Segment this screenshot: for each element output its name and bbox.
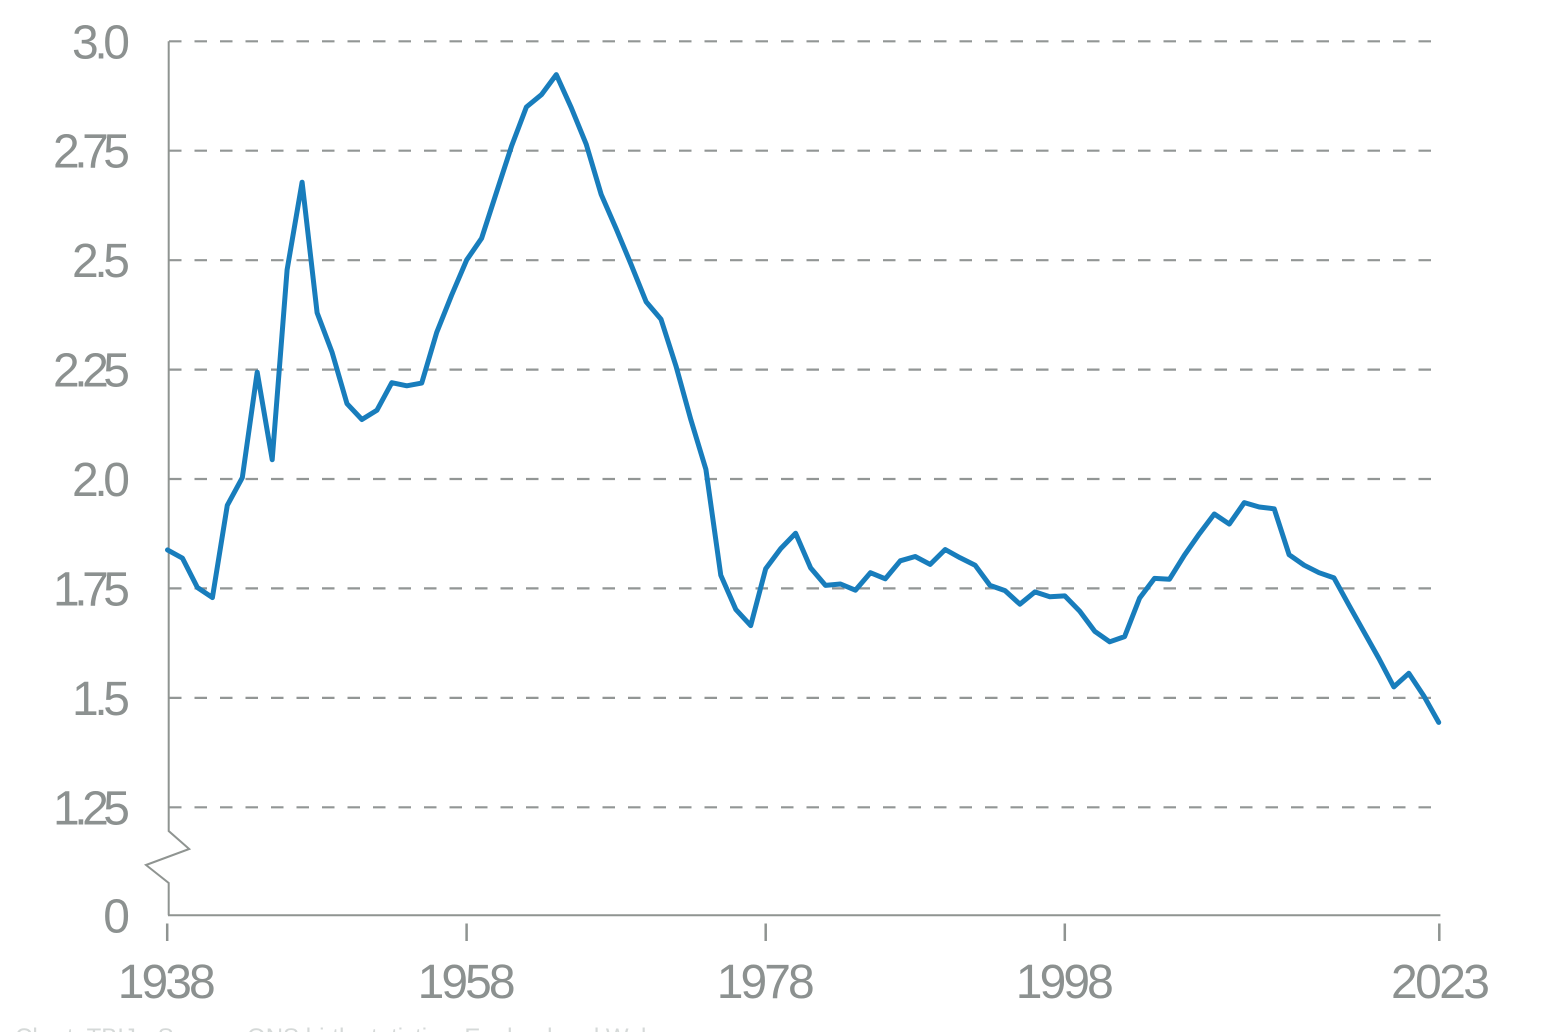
svg-text:2023: 2023 [1391,956,1490,1009]
svg-text:2.0: 2.0 [72,454,130,507]
svg-text:1978: 1978 [717,956,815,1009]
svg-text:1.75: 1.75 [53,563,130,616]
svg-text:1.5: 1.5 [72,673,130,726]
svg-text:3.0: 3.0 [72,16,130,69]
svg-text:2.5: 2.5 [72,235,130,288]
svg-text:2.25: 2.25 [53,345,130,398]
svg-text:2.75: 2.75 [53,126,130,179]
svg-text:1958: 1958 [418,956,516,1009]
svg-text:1.25: 1.25 [53,782,130,835]
svg-text:Chart: TBIJ • Source: ONS birt: Chart: TBIJ • Source: ONS birth statisti… [15,1024,672,1032]
svg-text:0: 0 [103,890,130,943]
svg-text:1938: 1938 [118,956,216,1009]
svg-text:1998: 1998 [1016,956,1114,1009]
